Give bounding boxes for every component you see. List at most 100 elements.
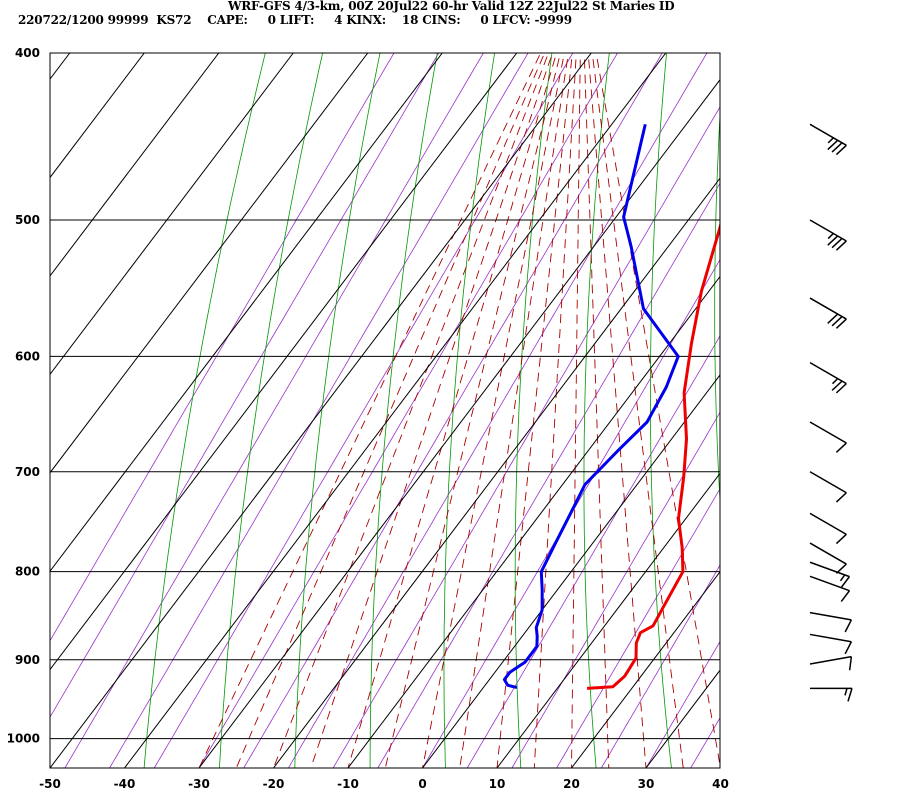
wind-barb-flag <box>831 142 843 153</box>
wind-barb-flag <box>835 144 847 156</box>
isotherm-line <box>496 472 720 768</box>
wind-barb-flag <box>847 688 853 702</box>
mixing-ratio-line <box>422 258 720 768</box>
grid-lines <box>50 52 900 768</box>
wind-barb-flag <box>827 139 839 151</box>
mixing-ratio-line <box>50 53 440 718</box>
wind-barb <box>809 633 853 655</box>
wind-barb <box>809 297 847 329</box>
wind-barb-flag <box>848 656 853 671</box>
x-tick-label: 20 <box>563 777 580 791</box>
x-tick-label: 10 <box>489 777 506 791</box>
wind-barb-staff <box>809 512 847 535</box>
wind-barb-flag <box>835 492 847 503</box>
dry-adiabat-line <box>369 53 438 768</box>
isotherm-line <box>50 53 443 572</box>
wind-barb-staff <box>809 561 850 578</box>
wind-barb <box>809 575 851 603</box>
mixing-ratio-line <box>377 182 720 768</box>
temperature-line <box>587 221 720 690</box>
wind-barb <box>809 512 847 545</box>
plot-frame <box>49 52 721 769</box>
wind-barb-flag <box>840 590 851 603</box>
wind-barb-staff <box>809 575 850 592</box>
wind-barb <box>809 561 851 588</box>
mixing-ratio-line <box>243 53 663 768</box>
isotherm-line <box>422 374 720 768</box>
tick-labels: -50 -40 -30 -20 -10 0 10 20 30 40 400 500 600 700 800 9… <box>7 46 729 791</box>
x-tick-label: -40 <box>114 777 136 791</box>
wind-barb-staff <box>809 361 847 385</box>
wind-barb-half-flag <box>827 137 834 144</box>
y-tick-label: 700 <box>15 465 40 479</box>
wind-barb-half-flag <box>827 232 834 240</box>
moist-adiabat-line <box>235 53 546 768</box>
wind-barb-flag <box>827 235 839 246</box>
x-tick-label: 0 <box>418 777 426 791</box>
wind-barb-staff <box>809 542 847 565</box>
wind-barb <box>809 219 847 251</box>
wind-barb-flag <box>831 380 843 391</box>
isotherm-line <box>50 53 294 376</box>
mixing-ratio-line <box>287 53 708 768</box>
dewpoint-line <box>502 123 680 690</box>
mixing-ratio-line <box>198 53 618 768</box>
mixing-ratio-line <box>511 411 720 768</box>
x-tick-label: 40 <box>712 777 729 791</box>
profile-series <box>502 123 720 690</box>
background-lines <box>50 15 900 783</box>
mixing-ratio-line <box>556 487 720 768</box>
dry-adiabat-line <box>837 15 900 783</box>
wind-barb <box>809 123 847 156</box>
wind-barb-flag <box>844 641 853 655</box>
wind-barb-half-flag <box>831 378 839 385</box>
moist-adiabat-line <box>587 53 647 768</box>
x-tick-label: -10 <box>337 777 359 791</box>
dry-adiabat-line <box>777 15 825 783</box>
mixing-ratio-line <box>50 53 395 642</box>
wind-barb-half-flag <box>844 688 848 696</box>
wind-barb-flag <box>835 240 847 251</box>
isotherm-line <box>50 53 592 768</box>
isotherm-line <box>198 78 720 768</box>
y-tick-label: 500 <box>15 213 40 227</box>
moist-adiabat-line <box>273 53 549 768</box>
wind-barb-half-flag <box>839 574 846 582</box>
isotherm-line <box>571 571 720 768</box>
wind-barb-flag <box>844 619 853 633</box>
dry-adiabat-line <box>896 15 900 783</box>
wind-barb <box>809 421 847 453</box>
mixing-ratio-line <box>821 53 900 775</box>
moist-adiabat-line <box>533 53 577 768</box>
moist-adiabat-line <box>310 53 553 768</box>
wind-barb <box>809 655 853 671</box>
wind-barb-staff <box>809 297 847 320</box>
moist-adiabat-line <box>459 53 569 768</box>
dry-adiabat-line <box>294 53 381 768</box>
wind-barb <box>809 611 853 633</box>
mixing-ratio-line <box>600 564 720 768</box>
mixing-ratio-line <box>776 53 900 775</box>
x-tick-label: 30 <box>638 777 655 791</box>
mixing-ratio-line <box>109 53 529 768</box>
moist-adiabat-line <box>347 53 557 768</box>
mixing-ratio-line <box>64 53 484 768</box>
wind-barb-flag <box>840 576 851 588</box>
mixing-ratio-line <box>645 640 720 768</box>
wind-barb <box>809 471 847 503</box>
moist-adiabat-line <box>583 53 610 768</box>
moist-adiabat-line <box>591 53 684 768</box>
y-tick-label: 1000 <box>7 732 40 746</box>
mixing-ratio-line <box>332 106 720 768</box>
isotherm-line <box>50 53 145 179</box>
wind-barb-staff <box>809 611 852 621</box>
isotherm-line <box>721 53 900 768</box>
moist-adiabat-line <box>571 53 581 768</box>
dry-adiabat-line <box>143 53 266 768</box>
moist-adiabat-line <box>384 53 561 768</box>
mixing-ratio-line <box>865 53 900 775</box>
isotherm-line <box>347 275 720 768</box>
wind-barb <box>810 687 853 702</box>
wind-barb-flag <box>835 318 847 329</box>
